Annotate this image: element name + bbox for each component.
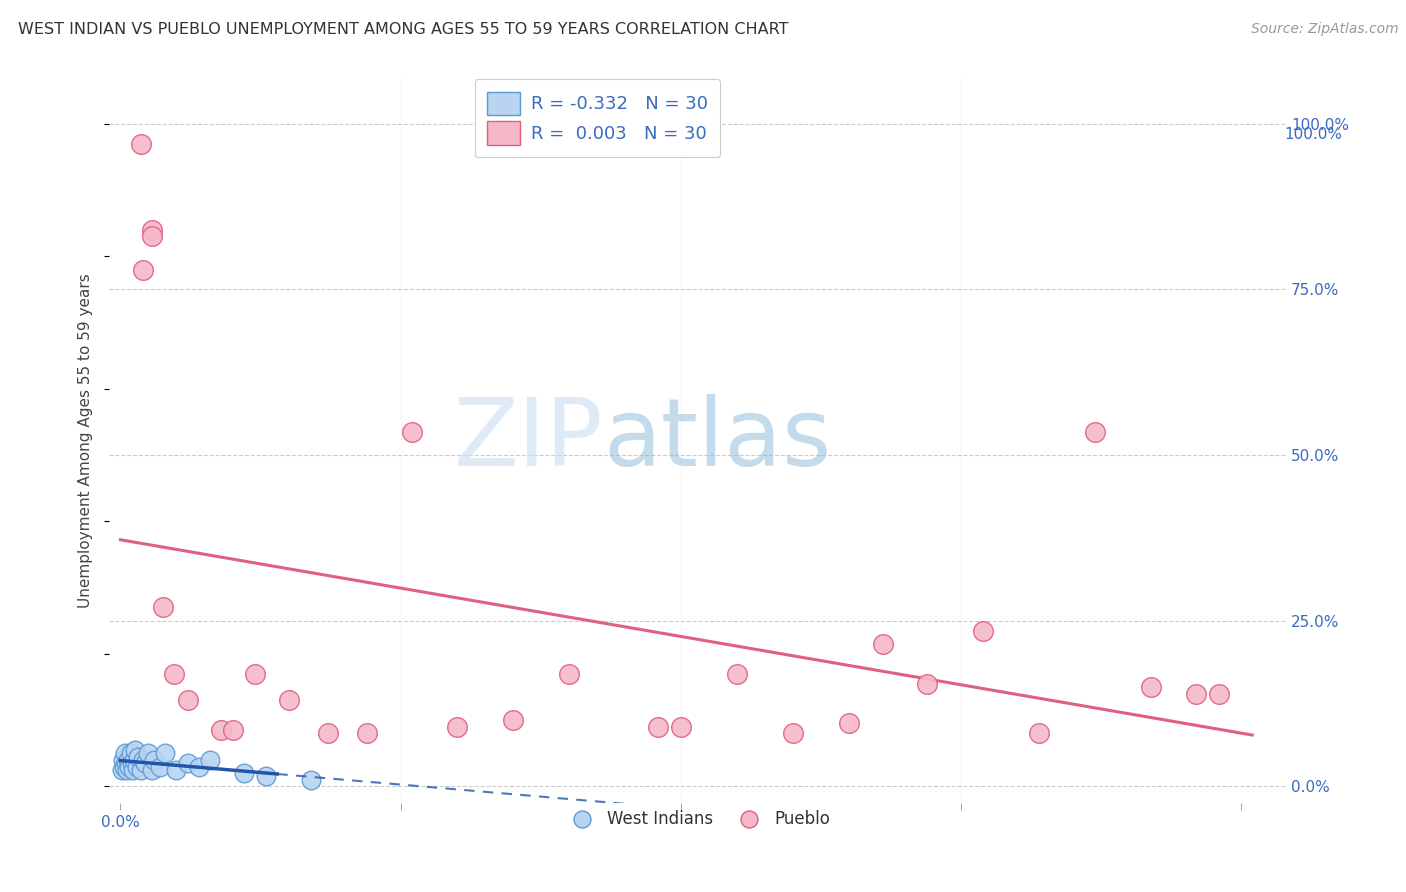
Point: [176, 756, 198, 771]
Point: [132, 262, 155, 277]
Text: WEST INDIAN VS PUEBLO UNEMPLOYMENT AMONG AGES 55 TO 59 YEARS CORRELATION CHART: WEST INDIAN VS PUEBLO UNEMPLOYMENT AMONG…: [18, 22, 789, 37]
Point: [111, 753, 134, 767]
Point: [115, 763, 138, 777]
Point: [1140, 680, 1163, 694]
Point: [120, 746, 142, 760]
Point: [1208, 687, 1230, 701]
Text: Source: ZipAtlas.com: Source: ZipAtlas.com: [1251, 22, 1399, 37]
Point: [134, 756, 156, 771]
Point: [114, 746, 136, 760]
Point: [917, 676, 939, 690]
Point: [115, 756, 138, 771]
Point: [166, 763, 188, 777]
Point: [838, 716, 860, 731]
Point: [152, 600, 174, 615]
Point: [401, 425, 423, 439]
Point: [725, 666, 748, 681]
Point: [122, 753, 145, 767]
Point: [221, 723, 243, 737]
Point: [121, 763, 143, 777]
Point: [243, 666, 266, 681]
Point: [198, 753, 221, 767]
Point: [277, 693, 299, 707]
Point: [187, 759, 209, 773]
Point: [163, 666, 186, 681]
Point: [502, 713, 524, 727]
Point: [176, 693, 198, 707]
Text: 100.0%: 100.0%: [1285, 127, 1343, 142]
Point: [232, 766, 254, 780]
Text: ZIP: ZIP: [454, 394, 603, 486]
Point: [127, 749, 149, 764]
Point: [112, 759, 135, 773]
Point: [782, 726, 804, 740]
Point: [110, 763, 132, 777]
Point: [299, 772, 322, 787]
Point: [118, 759, 141, 773]
Legend: West Indians, Pueblo: West Indians, Pueblo: [558, 803, 837, 835]
Point: [132, 753, 155, 767]
Point: [446, 720, 468, 734]
Point: [356, 726, 378, 740]
Point: [129, 763, 152, 777]
Point: [557, 666, 579, 681]
Point: [972, 624, 994, 638]
Point: [117, 753, 139, 767]
Point: [669, 720, 692, 734]
Point: [1084, 425, 1107, 439]
Point: [254, 769, 277, 783]
Point: [141, 763, 163, 777]
Point: [149, 759, 172, 773]
Point: [141, 223, 163, 237]
Point: [141, 229, 163, 244]
Point: [872, 637, 894, 651]
Point: [1028, 726, 1050, 740]
Point: [129, 136, 152, 151]
Point: [121, 756, 143, 771]
Point: [209, 723, 232, 737]
Y-axis label: Unemployment Among Ages 55 to 59 years: Unemployment Among Ages 55 to 59 years: [79, 273, 93, 607]
Point: [155, 746, 177, 760]
Point: [647, 720, 669, 734]
Point: [138, 746, 160, 760]
Point: [127, 759, 149, 773]
Text: atlas: atlas: [603, 394, 832, 486]
Point: [1185, 687, 1208, 701]
Point: [143, 753, 166, 767]
Point: [316, 726, 339, 740]
Point: [124, 743, 146, 757]
